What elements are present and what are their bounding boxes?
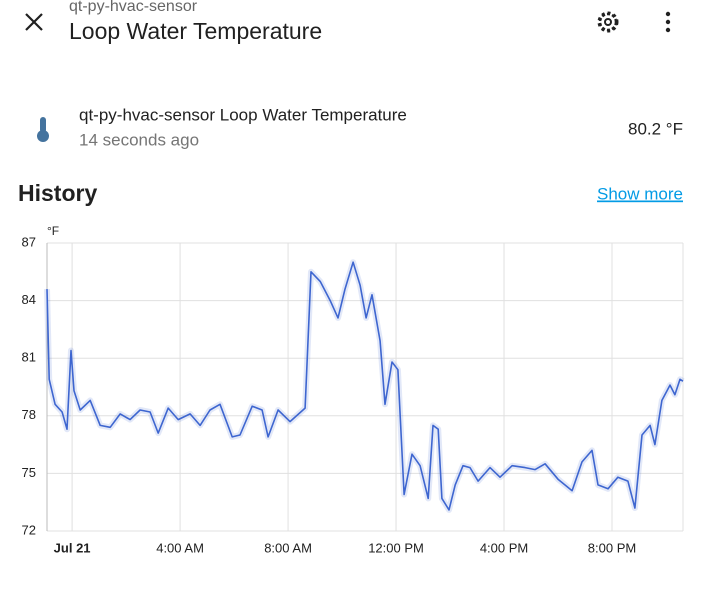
header-title: Loop Water Temperature — [69, 18, 322, 44]
y-tick-label: 81 — [22, 350, 36, 365]
show-more-link[interactable]: Show more — [597, 184, 683, 203]
x-tick-label: 8:00 PM — [588, 540, 636, 555]
entity-state: 80.2 °F — [628, 119, 683, 138]
history-title: History — [18, 180, 97, 206]
y-tick-label: 78 — [22, 407, 36, 422]
menu-button[interactable] — [665, 11, 671, 33]
settings-button[interactable] — [597, 11, 619, 33]
x-tick-label: 4:00 AM — [156, 540, 204, 555]
entity-last-changed: 14 seconds ago — [79, 130, 199, 149]
close-button[interactable] — [25, 13, 43, 31]
x-tick-label: Jul 21 — [54, 540, 91, 555]
x-tick-label: 12:00 PM — [368, 540, 424, 555]
thermometer-icon — [37, 117, 49, 142]
y-tick-label: 72 — [22, 522, 36, 537]
y-tick-label: 87 — [22, 234, 36, 249]
y-tick-label: 84 — [22, 292, 36, 307]
y-tick-label: 75 — [22, 465, 36, 480]
x-tick-label: 8:00 AM — [264, 540, 312, 555]
header-subtitle: qt-py-hvac-sensor — [69, 0, 198, 15]
entity-name: qt-py-hvac-sensor Loop Water Temperature — [79, 105, 407, 124]
line-band — [44, 259, 685, 513]
x-tick-label: 4:00 PM — [480, 540, 528, 555]
y-axis-unit: °F — [47, 224, 59, 238]
line — [46, 261, 684, 511]
